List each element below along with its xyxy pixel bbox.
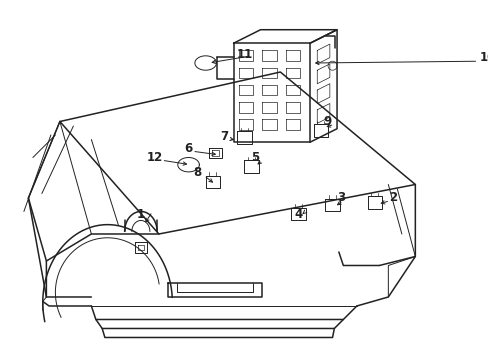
Text: 7: 7 [220,130,228,143]
Text: 4: 4 [294,208,302,221]
Text: 1: 1 [137,208,144,221]
Text: 2: 2 [388,192,396,204]
Text: 12: 12 [146,151,162,164]
Text: 9: 9 [323,115,330,128]
Text: 10: 10 [478,51,488,64]
Text: 3: 3 [337,192,345,204]
Text: 8: 8 [193,166,201,179]
Text: 5: 5 [250,151,259,164]
Text: 11: 11 [236,48,252,60]
Text: 6: 6 [184,142,192,155]
